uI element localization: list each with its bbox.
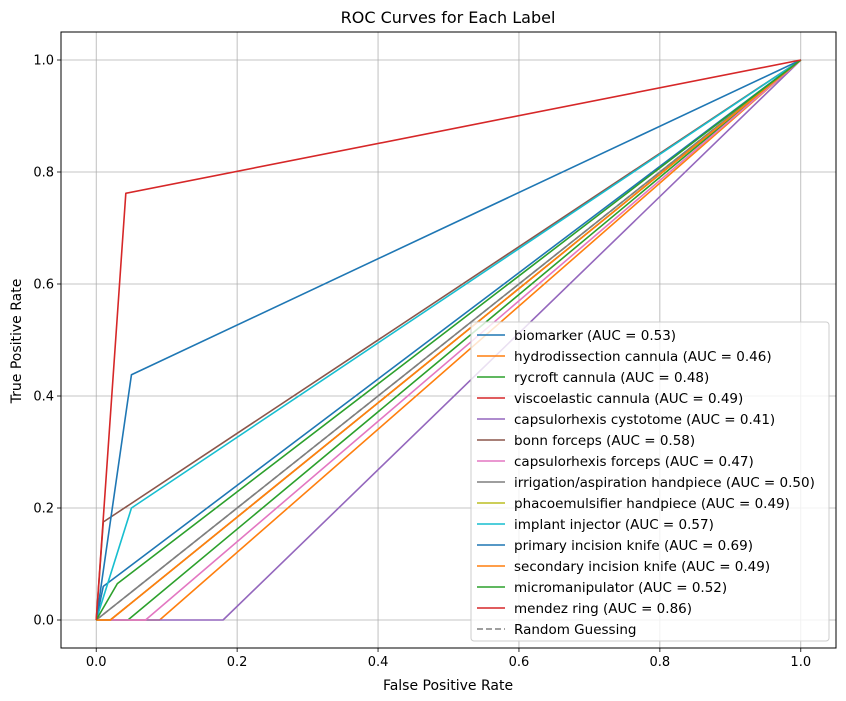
y-tick-label: 0.0 bbox=[33, 614, 54, 629]
series-line-9 bbox=[95, 59, 802, 621]
legend-label-14: Random Guessing bbox=[514, 622, 636, 638]
series-lines bbox=[95, 59, 802, 621]
series-line-13 bbox=[95, 59, 801, 621]
legend-label-5: bonn forceps (AUC = 0.58) bbox=[514, 433, 695, 449]
x-tick-label: 0.0 bbox=[86, 655, 107, 670]
x-tick-label: 1.0 bbox=[790, 655, 811, 670]
legend-label-4: capsulorhexis cystotome (AUC = 0.41) bbox=[514, 412, 775, 428]
y-tick-label: 0.8 bbox=[33, 166, 54, 181]
y-tick-label: 0.6 bbox=[33, 278, 54, 293]
legend-label-1: hydrodissection cannula (AUC = 0.46) bbox=[514, 349, 772, 365]
legend-label-7: irrigation/aspiration handpiece (AUC = 0… bbox=[514, 475, 815, 491]
plot-frame bbox=[60, 31, 837, 649]
legend-label-9: implant injector (AUC = 0.57) bbox=[514, 517, 714, 533]
y-axis-label: True Positive Rate bbox=[9, 279, 25, 405]
legend-label-13: mendez ring (AUC = 0.86) bbox=[514, 601, 692, 617]
series-line-6 bbox=[96, 59, 802, 621]
legend: biomarker (AUC = 0.53) hydrodissection ca… bbox=[470, 321, 830, 642]
x-tick-label: 0.4 bbox=[368, 655, 389, 670]
legend-label-0: biomarker (AUC = 0.53) bbox=[514, 328, 676, 344]
x-tick-label: 0.8 bbox=[650, 655, 671, 670]
series-line-7 bbox=[95, 59, 802, 621]
x-tick-label: 0.6 bbox=[509, 655, 530, 670]
axis-ticks: 0.0 0.2 0.4 0.6 0.8 1.0 0.0 0.2 0.4 0.6 0.8 1.0 bbox=[33, 54, 811, 671]
legend-label-10: primary incision knife (AUC = 0.69) bbox=[514, 538, 753, 554]
legend-label-11: secondary incision knife (AUC = 0.49) bbox=[514, 559, 770, 575]
legend-label-6: capsulorhexis forceps (AUC = 0.47) bbox=[514, 454, 754, 470]
y-tick-label: 0.4 bbox=[33, 390, 54, 405]
series-line-12 bbox=[95, 59, 802, 621]
y-tick-label: 1.0 bbox=[33, 54, 54, 69]
legend-label-2: rycroft cannula (AUC = 0.48) bbox=[514, 370, 709, 386]
x-tick-label: 0.2 bbox=[227, 655, 248, 670]
legend-label-8: phacoemulsifier handpiece (AUC = 0.49) bbox=[514, 496, 790, 512]
legend-label-12: micromanipulator (AUC = 0.52) bbox=[514, 580, 727, 596]
series-line-11 bbox=[96, 59, 802, 621]
chart-title: ROC Curves for Each Label bbox=[341, 8, 556, 27]
legend-label-3: viscoelastic cannula (AUC = 0.49) bbox=[514, 391, 743, 407]
y-tick-label: 0.2 bbox=[33, 502, 54, 517]
series-line-10 bbox=[95, 59, 802, 621]
legend-box bbox=[470, 321, 830, 642]
x-axis-label: False Positive Rate bbox=[383, 678, 513, 694]
